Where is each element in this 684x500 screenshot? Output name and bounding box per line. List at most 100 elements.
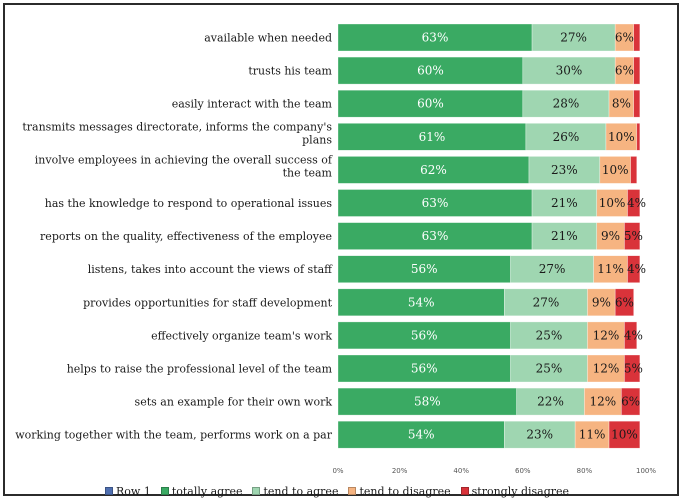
bar-segment (624, 354, 641, 383)
category-label: working together with the team, performs… (15, 429, 332, 442)
bar-segment (337, 123, 527, 151)
data-label: 6% (615, 295, 634, 309)
x-tick-label: 80% (577, 467, 593, 475)
bar-segment (584, 387, 622, 416)
data-label: 5% (624, 229, 643, 243)
data-label: 27% (539, 262, 566, 276)
category-label: reports on the quality, effectiveness of… (40, 230, 332, 243)
data-label: 56% (411, 362, 438, 376)
data-label: 9% (601, 229, 620, 243)
bar-segment (525, 123, 607, 151)
data-label: 5% (624, 362, 643, 376)
legend-label: strongly disagree (471, 484, 570, 498)
data-label: 12% (593, 362, 620, 376)
legend-item: tend to agree (252, 485, 338, 498)
category-label: easily interact with the team (172, 98, 333, 111)
bar-segment (337, 189, 533, 217)
stacked-bar-chart: available when needed trusts his team easi… (15, 23, 656, 475)
category-label: trusts his team (248, 65, 332, 78)
data-label: 4% (624, 328, 643, 342)
bar-segment (510, 354, 588, 383)
bar-segment (337, 387, 517, 416)
category-label: involve employees in achieving the overa… (35, 153, 333, 179)
legend-item: totally agree (160, 484, 243, 498)
x-axis-ticks: 0% 20% 40% 60% 80% 100% (332, 467, 656, 475)
x-tick-label: 60% (515, 467, 531, 475)
bar-segment (337, 89, 524, 118)
data-label: 27% (533, 295, 560, 309)
x-tick-label: 20% (392, 467, 408, 475)
bar-segment (608, 89, 634, 118)
bar-segment (633, 89, 641, 118)
data-label: 56% (411, 262, 438, 276)
data-label: 25% (536, 328, 563, 342)
category-label: available when needed (204, 32, 332, 45)
data-label: 10% (599, 196, 626, 210)
bar-segment (614, 288, 634, 317)
bar-segment (627, 189, 641, 217)
bar-segment (337, 156, 530, 184)
data-label: 21% (551, 229, 578, 243)
bar-segment (516, 387, 585, 416)
data-label: 63% (422, 196, 449, 210)
bar-segment (337, 23, 533, 52)
bar-segment (522, 56, 616, 85)
data-label: 58% (414, 395, 441, 409)
bar-segment (337, 222, 533, 250)
category-label: sets an example for their own work (135, 396, 333, 409)
bar-segment (627, 255, 641, 283)
x-tick-label: 0% (332, 467, 343, 475)
bar-segment (587, 354, 625, 383)
x-tick-label: 100% (636, 467, 656, 475)
category-label: transmits messages directorate, informs … (22, 120, 332, 146)
bar-segment (608, 420, 641, 449)
legend-item: tend to disagree (348, 484, 451, 498)
data-label: 54% (408, 295, 435, 309)
bar-segment (522, 89, 610, 118)
category-label: provides opportunities for staff develop… (83, 296, 332, 309)
bars: 63% 27% 6% 60% 30% 6% 60% 28% 8% 61% 26% 10% 62% 23% 1… (337, 23, 646, 449)
data-label: 10% (611, 428, 638, 442)
bar-segment (624, 321, 638, 350)
bar-segment (528, 156, 601, 184)
data-label: 27% (560, 31, 587, 45)
data-label: 63% (422, 31, 449, 45)
data-label: 25% (536, 362, 563, 376)
legend-label: tend to disagree (359, 484, 451, 498)
data-label: 23% (526, 428, 553, 442)
data-label: 23% (551, 163, 578, 177)
data-label: 6% (621, 395, 640, 409)
bar-segment (624, 222, 641, 250)
data-label: 11% (597, 262, 624, 276)
category-labels: available when needed trusts his team easi… (15, 32, 333, 442)
bar-segment (337, 288, 505, 317)
legend-label: Row 1 (116, 484, 151, 498)
bar-segment (531, 23, 616, 52)
legend-item: strongly disagree (460, 484, 570, 498)
data-label: 54% (408, 428, 435, 442)
data-label: 4% (627, 262, 646, 276)
bar-segment (630, 156, 638, 184)
legend-swatch (460, 487, 469, 495)
data-label: 12% (593, 328, 620, 342)
legend-label: totally agree (171, 484, 243, 498)
bar-segment (337, 56, 524, 85)
legend: Row 1 totally agree tend to agree tend to d… (105, 484, 569, 498)
legend-swatch (252, 487, 261, 495)
bar-segment (510, 255, 594, 283)
legend-swatch (160, 487, 169, 495)
bar-segment (504, 288, 588, 317)
data-label: 6% (615, 31, 634, 45)
data-label: 60% (417, 64, 444, 78)
bar-segment (633, 56, 641, 85)
chart-frame: available when needed trusts his team easi… (3, 3, 679, 498)
data-label: 11% (579, 428, 606, 442)
data-label: 26% (553, 130, 580, 144)
legend-label: tend to agree (263, 484, 339, 498)
legend-swatch (348, 487, 357, 495)
legend-swatch (105, 487, 113, 495)
data-label: 63% (422, 229, 449, 243)
bar-segment (636, 123, 641, 151)
data-label: 10% (602, 163, 629, 177)
data-label: 21% (551, 196, 578, 210)
